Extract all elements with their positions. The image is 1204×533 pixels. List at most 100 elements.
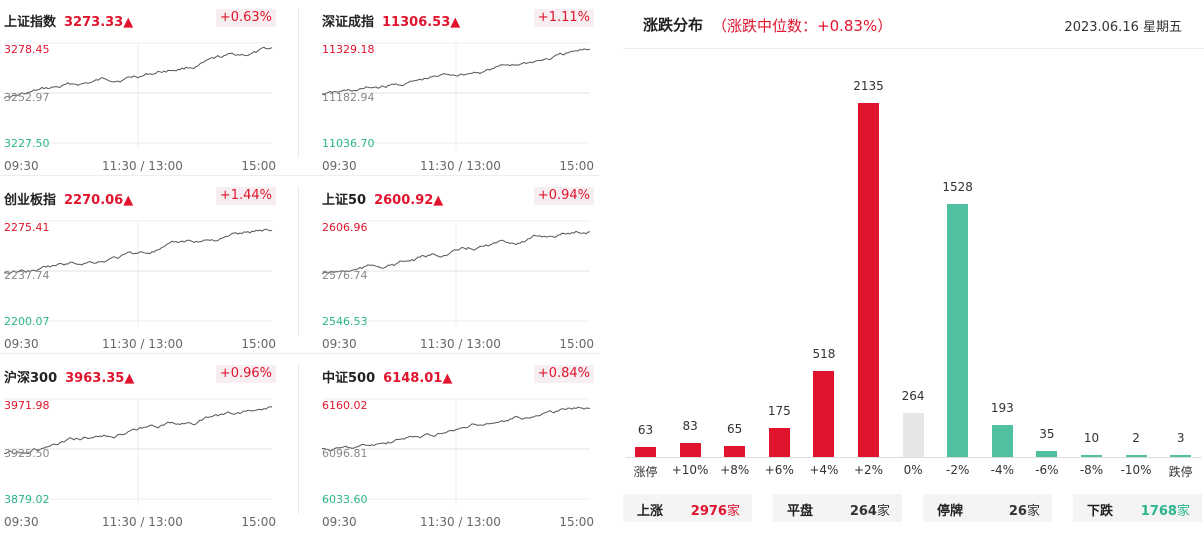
bar-13[interactable] [1170,455,1192,457]
mid-label: 2237.74 [4,269,50,282]
high-label: 11329.18 [322,43,375,56]
index-label: 创业板指 [4,193,57,208]
bar-8[interactable] [947,204,969,457]
bar-11[interactable] [1081,455,1102,457]
time-open: 09:30 [322,337,357,351]
index-card-sz50[interactable]: 上证50 2600.92▲ +0.94% 2606.96 2576.74 2546… [322,187,594,355]
summary-up-label: 上涨 [637,504,664,519]
mid-label: 6096.81 [322,447,368,460]
trade-date: 2023.06.16 星期五 [1064,20,1182,35]
bar-category-label: +2% [853,463,884,477]
time-close: 15:00 [241,337,276,351]
index-label: 上证50 [322,193,367,208]
summary-flat-value: 264家 [849,504,890,519]
intraday-sparkline [322,398,591,505]
time-open: 09:30 [4,515,39,529]
index-change-badge: +0.94% [533,187,594,205]
bar-5[interactable] [813,371,835,457]
index-name: 上证指数 3273.33▲ [4,11,133,30]
price-line [322,48,591,96]
low-label: 6033.60 [322,493,368,506]
index-price: 11306.53▲ [382,15,461,30]
index-card-zz500[interactable]: 中证500 6148.01▲ +0.84% 6160.02 6096.81 603… [322,365,594,533]
index-card-sh[interactable]: 上证指数 3273.33▲ +0.63% 3278.45 3252.97 3227… [4,9,276,177]
intraday-sparkline [322,42,591,149]
bar-value-label: 2135 [853,79,884,93]
time-noon: 11:30 / 13:00 [420,159,501,173]
mid-label: 11182.94 [322,91,375,104]
low-label: 11036.70 [322,137,375,150]
bar-value-label: 65 [727,422,743,436]
index-price: 6148.01▲ [383,371,453,386]
bar-value-label: 1528 [942,180,973,194]
summary-down-value: 1768家 [1140,504,1190,519]
summary-suspended-value: 26家 [1008,504,1040,519]
index-card-sz[interactable]: 深证成指 11306.53▲ +1.11% 11329.18 11182.94 1… [322,9,594,177]
high-label: 2275.41 [4,221,50,234]
index-card-cyb[interactable]: 创业板指 2270.06▲ +1.44% 2275.41 2237.74 2200… [4,187,276,355]
price-line [4,228,273,275]
bar-2[interactable] [679,443,701,457]
bar-category-label: +6% [764,463,794,477]
bar-7[interactable] [902,413,924,457]
summary-down-label: 下跌 [1087,504,1114,519]
high-label: 3971.98 [4,399,50,412]
median-change-label: （涨跌中位数：+0.83%） [712,17,893,35]
bar-category-label: -6% [1035,463,1059,477]
bar-value-label: 83 [682,419,698,433]
index-price: 3273.33▲ [64,15,134,30]
bar-category-label: 涨停 [633,465,658,479]
index-name: 中证500 6148.01▲ [322,367,452,386]
mid-label: 3252.97 [4,91,50,104]
index-price: 3963.35▲ [65,371,135,386]
bar-category-label: 跌停 [1168,465,1193,479]
time-open: 09:30 [322,515,357,529]
low-label: 2546.53 [322,315,368,328]
time-close: 15:00 [241,159,276,173]
bar-1[interactable] [635,447,656,457]
index-name: 深证成指 11306.53▲ [322,11,460,30]
distribution-title: 涨跌分布 [643,16,704,34]
intraday-sparkline [4,220,273,327]
index-label: 沪深300 [4,371,58,386]
time-noon: 11:30 / 13:00 [102,159,183,173]
bar-category-label: -2% [946,463,970,477]
index-label: 中证500 [322,371,376,386]
index-change-badge: +1.44% [215,187,276,205]
bar-3[interactable] [724,446,746,457]
index-card-hs300[interactable]: 沪深300 3963.35▲ +0.96% 3971.98 3925.50 387… [4,365,276,533]
time-noon: 11:30 / 13:00 [420,515,501,529]
summary-flat: 平盘 264家 [773,494,902,522]
bar-category-label: -4% [990,463,1014,477]
high-label: 2606.96 [322,221,368,234]
time-open: 09:30 [322,159,357,173]
bar-10[interactable] [1036,451,1058,457]
time-open: 09:30 [4,337,39,351]
header-divider [623,48,1204,49]
index-price: 2270.06▲ [64,193,134,208]
time-close: 15:00 [559,337,594,351]
bar-6[interactable] [858,103,879,457]
bar-4[interactable] [768,428,790,457]
index-price: 2600.92▲ [374,193,444,208]
time-noon: 11:30 / 13:00 [102,515,183,529]
index-name: 创业板指 2270.06▲ [4,189,133,208]
index-change-badge: +0.63% [215,9,276,27]
intraday-sparkline [4,398,273,505]
low-label: 3879.02 [4,493,50,506]
bar-category-label: +10% [671,463,709,477]
bar-category-label: +8% [720,463,750,477]
bar-value-label: 63 [637,423,654,437]
bar-category-label: -8% [1079,463,1104,477]
summary-up-value: 2976家 [690,504,740,519]
bar-12[interactable] [1125,455,1147,457]
bar-9[interactable] [991,425,1013,457]
bar-value-label: 2 [1132,431,1140,445]
time-close: 15:00 [241,515,276,529]
index-name: 沪深300 3963.35▲ [4,367,134,386]
price-line [4,406,273,455]
high-label: 6160.02 [322,399,368,412]
bar-category-label: +4% [809,463,839,477]
index-label: 深证成指 [322,15,375,30]
low-label: 2200.07 [4,315,50,328]
